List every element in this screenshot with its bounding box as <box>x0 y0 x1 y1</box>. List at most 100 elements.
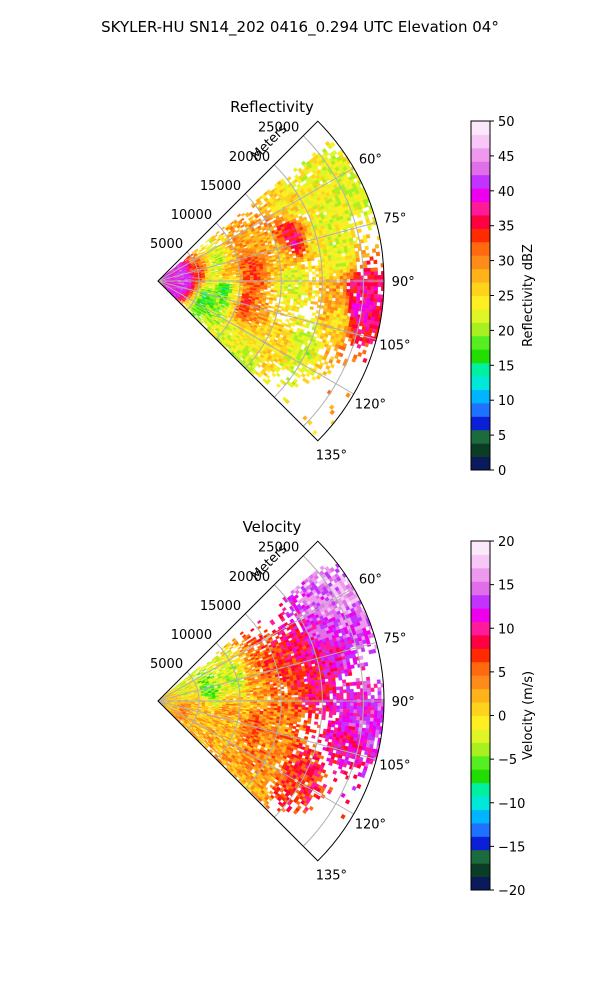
colorbar-swatch <box>471 214 490 229</box>
radar-cell <box>222 279 227 281</box>
radar-cell <box>335 358 341 364</box>
reflectivity-colorbar-label: Reflectivity dBZ <box>521 244 536 347</box>
radar-cell <box>304 289 309 293</box>
radar-cell <box>301 276 306 280</box>
radar-cell <box>336 282 341 286</box>
radar-cell <box>325 282 330 286</box>
radar-cell <box>343 285 347 290</box>
radar-cell <box>282 301 287 305</box>
radar-cell <box>348 305 353 311</box>
radial-tick-label: 10000 <box>171 208 212 223</box>
radar-cell <box>284 275 289 278</box>
radar-cell <box>291 274 296 278</box>
radar-cell <box>301 269 306 273</box>
radar-cell <box>329 273 334 277</box>
radar-cell <box>325 264 330 268</box>
radar-cell <box>237 646 242 650</box>
colorbar-swatch <box>471 241 490 256</box>
radar-cell <box>298 282 303 285</box>
radar-cell <box>349 292 354 297</box>
radar-cell <box>246 276 251 279</box>
radar-cell <box>298 286 302 290</box>
radar-cell <box>267 281 272 285</box>
radar-cell <box>218 274 223 277</box>
radar-cell <box>267 285 271 289</box>
radar-cell <box>301 289 306 293</box>
radar-cell <box>349 285 354 290</box>
radar-cell <box>300 259 305 263</box>
radar-cell <box>329 276 334 280</box>
radar-cell <box>372 301 378 307</box>
radar-cell <box>301 287 306 291</box>
radar-cell <box>301 282 306 286</box>
radar-cell <box>344 308 349 313</box>
radar-cell <box>328 294 333 298</box>
radar-cell <box>287 281 292 285</box>
radar-cell <box>321 258 326 263</box>
radar-cell <box>291 308 296 312</box>
radar-cell <box>356 213 362 219</box>
radar-cell <box>298 277 303 280</box>
radar-cell <box>342 259 347 264</box>
radar-cell <box>365 233 371 239</box>
radar-cell <box>263 628 269 634</box>
radar-cell <box>249 276 254 279</box>
radar-cell <box>214 241 219 245</box>
radar-cell <box>291 323 296 327</box>
radar-cell <box>349 272 354 277</box>
radar-cell <box>275 372 281 378</box>
radar-cell <box>274 277 278 281</box>
radar-cell <box>332 291 337 296</box>
radar-cell <box>339 285 344 290</box>
radar-cell <box>298 284 303 288</box>
radar-cell <box>332 282 337 286</box>
radar-cell <box>367 271 372 276</box>
radar-cell <box>287 277 292 281</box>
radar-cell <box>270 289 275 293</box>
radar-cell <box>344 252 349 257</box>
radar-cell <box>294 282 299 285</box>
radar-cell <box>309 306 314 310</box>
radar-cell <box>325 291 330 295</box>
radar-cell <box>355 254 360 259</box>
radar-cell <box>332 269 337 274</box>
colorbar-swatch <box>471 443 490 458</box>
radar-cell <box>291 270 295 273</box>
radar-cell <box>291 272 296 276</box>
radar-cell <box>290 312 295 317</box>
colorbar-swatch <box>471 295 490 310</box>
radar-cell <box>356 286 361 290</box>
radar-cell <box>246 275 251 278</box>
radar-cell <box>375 305 381 311</box>
radial-tick-label: 5000 <box>150 237 183 252</box>
radar-cell <box>311 375 317 381</box>
radar-cell <box>284 286 289 290</box>
colorbar-swatch <box>471 255 490 270</box>
radar-cell <box>342 292 347 296</box>
radar-cell <box>339 272 344 277</box>
radar-cell <box>256 278 261 281</box>
radar-cell <box>305 324 310 329</box>
radar-cell <box>350 247 356 253</box>
radar-cell <box>321 264 326 269</box>
radar-cell <box>256 281 261 284</box>
colorbar-swatch <box>471 335 490 350</box>
radar-cell <box>327 258 333 262</box>
colorbar-tick-label: 20 <box>498 324 515 339</box>
radar-cell <box>335 294 340 299</box>
radar-cell <box>349 268 354 273</box>
radar-cell <box>291 277 296 280</box>
colorbar-swatch <box>471 161 490 176</box>
radar-cell <box>339 282 344 287</box>
radar-cell <box>377 275 382 280</box>
radar-cell <box>338 259 343 264</box>
radar-cell <box>304 266 309 270</box>
radar-cell <box>369 297 374 302</box>
colorbar-tick-label: 35 <box>498 220 515 235</box>
radar-cell <box>370 282 375 287</box>
radar-cell <box>357 228 362 234</box>
radar-cell <box>346 216 352 222</box>
radar-cell <box>353 285 358 290</box>
radar-cell <box>353 282 358 287</box>
